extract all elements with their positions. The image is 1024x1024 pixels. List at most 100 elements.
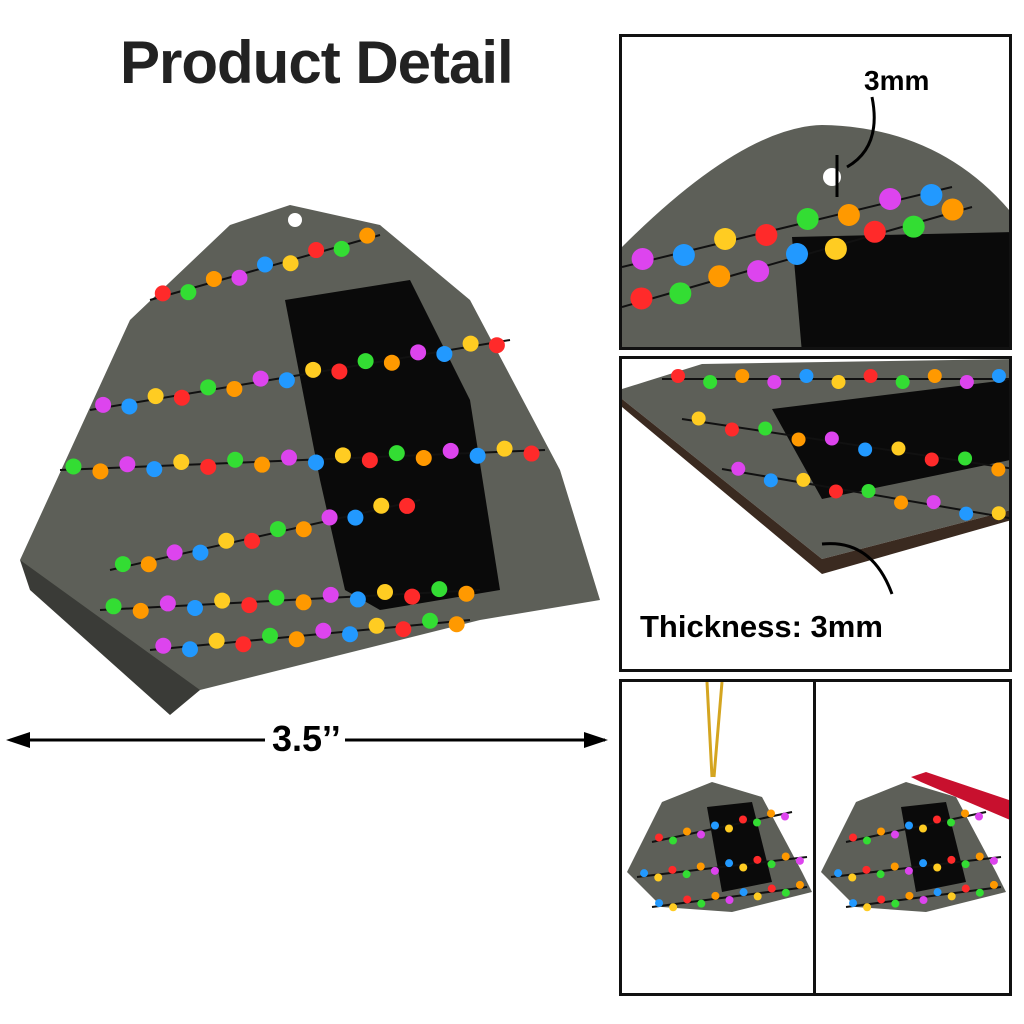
- light-bulb: [442, 442, 459, 459]
- light-bulb: [683, 895, 692, 904]
- light-wire: [109, 499, 421, 571]
- light-bulb: [295, 594, 312, 611]
- light-bulb: [739, 863, 748, 872]
- light-bulb: [710, 866, 719, 875]
- light-bulb: [991, 462, 1006, 477]
- light-bulb: [725, 824, 733, 833]
- light-bulb: [711, 891, 720, 900]
- light-bulb: [703, 375, 718, 389]
- light-bulb: [891, 899, 900, 908]
- light-bulb: [763, 473, 778, 488]
- light-bulb: [295, 521, 312, 538]
- light-bulb: [795, 880, 804, 889]
- page-title: Product Detail: [120, 29, 514, 96]
- light-bulb: [655, 833, 663, 842]
- light-bulb: [308, 242, 325, 259]
- light-bulb: [105, 598, 122, 615]
- light-bulb: [159, 595, 176, 612]
- light-bulb: [192, 544, 209, 561]
- light-bulb: [863, 220, 886, 243]
- light-bulb: [200, 458, 217, 475]
- light-bulb: [448, 616, 465, 633]
- light-bulb: [399, 497, 416, 514]
- light-bulb: [377, 584, 393, 600]
- light-bulb: [975, 852, 984, 861]
- light-bulb: [244, 532, 261, 549]
- light-bulb: [654, 873, 663, 882]
- light-bulb: [431, 581, 448, 598]
- light-bulb: [758, 421, 773, 436]
- light-bulb: [147, 388, 164, 405]
- light-bulb: [947, 818, 955, 827]
- light-bulb: [631, 248, 654, 270]
- light-bulb: [373, 497, 390, 514]
- light-bulb: [933, 863, 942, 872]
- light-bulb: [781, 812, 789, 821]
- light-bulb: [849, 899, 858, 908]
- light-bulb: [65, 458, 82, 475]
- light-bulb: [919, 824, 927, 833]
- light-bulb: [863, 369, 878, 383]
- light-bulb: [361, 452, 378, 469]
- light-bulb: [368, 617, 385, 634]
- light-bulb: [961, 884, 970, 893]
- light-bulb: [415, 450, 432, 466]
- light-bulb: [205, 270, 222, 287]
- light-bulb: [488, 337, 505, 354]
- light-bulb: [725, 896, 734, 904]
- light-bulb: [831, 375, 846, 389]
- light-bulb: [708, 265, 731, 288]
- light-bulb: [342, 626, 358, 643]
- light-bulb: [268, 589, 285, 606]
- light-bulb: [905, 821, 913, 830]
- light-bulb: [187, 600, 203, 616]
- light-bulb: [961, 860, 970, 869]
- light-bulb: [919, 859, 928, 868]
- light-bulb: [781, 888, 790, 897]
- light-bulb: [257, 256, 273, 273]
- light-bulb: [920, 184, 943, 206]
- light-wire: [845, 811, 987, 843]
- light-bulb: [989, 856, 998, 865]
- light-bulb: [753, 855, 762, 864]
- light-bulb: [891, 830, 899, 839]
- light-wire: [636, 856, 808, 878]
- light-bulb: [731, 461, 746, 476]
- light-bulb: [767, 860, 776, 869]
- hang-hole: [288, 213, 302, 227]
- light-bulb: [208, 632, 225, 649]
- light-bulb: [975, 812, 983, 821]
- light-bulb: [781, 852, 790, 861]
- light-bulb: [753, 818, 761, 827]
- light-bulb: [630, 287, 653, 310]
- light-bulb: [668, 865, 677, 874]
- light-bulb: [961, 809, 969, 818]
- light-bulb: [902, 215, 925, 238]
- light-bulb: [672, 244, 695, 266]
- light-bulb: [669, 282, 692, 305]
- light-bulb: [711, 821, 719, 830]
- light-bulb: [861, 484, 876, 498]
- light-bulb: [669, 836, 677, 845]
- light-bulb: [682, 870, 691, 879]
- light-bulb: [905, 891, 914, 900]
- light-bulb: [877, 895, 886, 904]
- light-bulb: [200, 379, 217, 396]
- light-bulb: [231, 269, 248, 286]
- light-bulb: [747, 260, 770, 283]
- light-bulb: [739, 888, 748, 897]
- light-bulb: [828, 484, 843, 499]
- light-bulb: [410, 344, 427, 361]
- light-bulb: [941, 198, 964, 221]
- light-bulb: [496, 440, 513, 457]
- light-bulb: [849, 833, 857, 842]
- light-bulb: [119, 456, 136, 473]
- light-wire: [149, 619, 471, 651]
- light-bulb: [683, 827, 691, 836]
- light-bulb: [182, 641, 198, 658]
- light-bulb: [739, 815, 747, 824]
- light-bulb: [269, 521, 286, 538]
- light-bulb: [824, 431, 839, 446]
- light-bulb: [791, 432, 806, 447]
- light-wire: [651, 811, 793, 843]
